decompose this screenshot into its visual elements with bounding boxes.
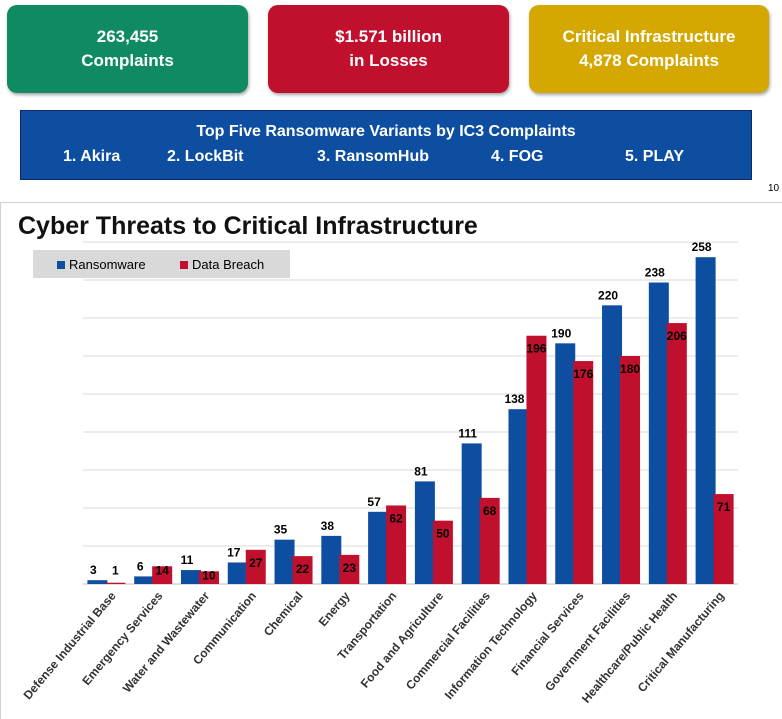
bar-ransomware [648,282,669,584]
data-label-data-breach: 14 [155,563,169,577]
bar-data-breach [713,494,734,584]
losses-label: in Losses [349,51,428,70]
data-label-data-breach: 27 [249,556,263,570]
bar-data-breach [386,505,407,584]
variant-play: 5. PLAY [625,148,684,165]
legend-swatch-ransomware [57,261,65,269]
data-label-data-breach: 206 [667,329,687,343]
bar-data-breach [105,582,126,584]
category-tick-label: Emergency Services [79,589,165,688]
bar-data-breach [245,549,266,584]
data-label-ransomware: 190 [551,326,571,340]
category-tick-label: Government Facilities [542,589,634,694]
category-tick-label: Commercial Facilities [403,589,493,693]
category-tick-label: Information Technology [442,589,540,702]
bar-ransomware [134,576,155,584]
data-label-ransomware: 11 [181,553,194,567]
bar-data-breach [479,497,500,584]
bar-ransomware [368,511,389,584]
bar-ransomware [695,257,716,584]
legend-item-data-breach: Data Breach [180,257,264,272]
critical-infrastructure-stat-box: Critical Infrastructure 4,878 Complaints [529,5,769,93]
bar-ransomware [274,539,295,584]
chart-title: Cyber Threats to Critical Infrastructure [18,212,478,240]
bar-data-breach [526,335,547,584]
data-label-data-breach: 68 [483,504,497,518]
data-label-ransomware: 38 [321,519,335,533]
bar-ransomware [508,409,529,584]
bar-data-breach [152,566,173,584]
category-tick-label: Defense Industrial Base [21,589,119,702]
page-number: 10 [768,183,780,194]
data-label-data-breach: 1 [112,564,119,578]
bar-data-breach [666,323,687,584]
data-label-data-breach: 23 [343,561,357,575]
category-tick-label: Chemical [261,589,306,639]
bar-data-breach [432,520,453,584]
legend-item-ransomware: Ransomware [57,257,146,272]
variants-title: Top Five Ransomware Variants by IC3 Comp… [196,123,576,140]
category-tick-label: Critical Manufacturing [635,589,727,695]
legend-label-data-breach: Data Breach [192,257,265,272]
legend-label-ransomware: Ransomware [69,257,146,272]
bar-ransomware [461,443,482,584]
data-label-data-breach: 180 [620,362,640,376]
bar-ransomware [180,570,201,584]
data-label-data-breach: 176 [573,367,593,381]
bar-ransomware [414,481,435,584]
critical-infrastructure-count: 4,878 Complaints [579,51,719,70]
data-label-ransomware: 111 [458,426,477,440]
losses-amount: $1.571 billion [335,27,442,46]
losses-stat-box: $1.571 billion in Losses [268,5,509,93]
data-label-ransomware: 81 [414,464,428,478]
complaints-label: Complaints [81,51,174,70]
category-tick-label: Water and Wastewater [120,589,213,696]
variant-fog: 4. FOG [491,148,544,165]
data-label-ransomware: 35 [274,523,288,537]
data-label-data-breach: 71 [717,500,731,514]
bar-ransomware [227,562,248,584]
bar-data-breach [198,571,219,584]
data-label-ransomware: 17 [227,545,241,559]
bar-data-breach [339,554,360,584]
category-tick-label: Food and Agriculture [358,589,447,691]
data-label-ransomware: 3 [90,563,97,577]
data-label-ransomware: 6 [137,559,144,573]
complaints-count: 263,455 [96,27,159,46]
bar-ransomware [321,535,342,584]
data-label-data-breach: 10 [202,568,216,582]
category-tick-label: Healthcare/Public Health [579,589,680,706]
data-label-ransomware: 238 [645,266,665,280]
data-label-data-breach: 22 [296,562,310,576]
data-label-ransomware: 220 [598,288,618,302]
bar-data-breach [620,356,641,584]
data-label-ransomware: 258 [692,240,712,254]
complaints-stat-box: 263,455 Complaints [7,5,248,93]
category-tick-label: Energy [316,589,353,629]
critical-infrastructure-label: Critical Infrastructure [562,27,736,46]
bar-ransomware [555,343,576,584]
bar-ransomware [87,580,108,584]
variant-akira: 1. Akira [63,148,121,165]
variant-lockbit: 2. LockBit [167,148,244,165]
chart-legend: Ransomware Data Breach [33,250,290,278]
data-label-data-breach: 62 [389,511,403,525]
bar-ransomware [602,305,623,584]
data-label-ransomware: 138 [504,392,524,406]
data-label-data-breach: 196 [526,342,546,356]
legend-swatch-data-breach [180,261,188,269]
bar-data-breach [292,556,313,584]
data-label-data-breach: 50 [436,527,450,541]
ransomware-variants-banner: Top Five Ransomware Variants by IC3 Comp… [20,110,752,180]
bar-data-breach [573,361,594,584]
variant-ransomhub: 3. RansomHub [317,148,430,165]
data-label-ransomware: 57 [367,495,381,509]
